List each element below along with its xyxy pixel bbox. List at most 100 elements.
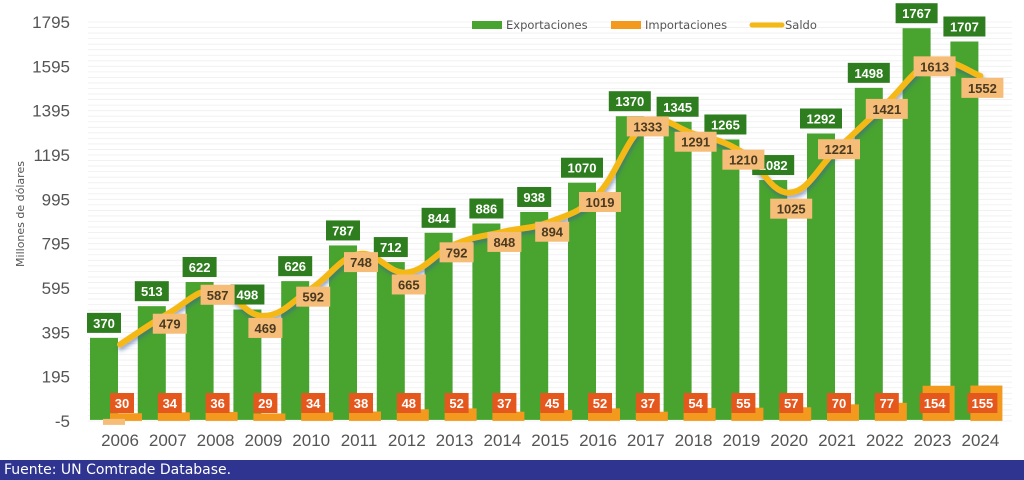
label-saldo-hidden — [103, 418, 125, 425]
bar-importaciones[interactable] — [205, 411, 238, 421]
bar-exportaciones[interactable] — [711, 139, 740, 420]
label-saldo: 792 — [439, 242, 474, 263]
label-exportaciones: 844 — [421, 207, 456, 228]
bar-importaciones[interactable] — [110, 413, 142, 421]
bar-exportaciones[interactable] — [472, 223, 501, 420]
label-saldo: 1210 — [722, 149, 765, 170]
bar-exportaciones[interactable] — [902, 28, 931, 420]
label-saldo-bg — [152, 313, 187, 334]
label-exportaciones-text: 1265 — [711, 117, 740, 132]
label-importaciones-text: 38 — [354, 396, 368, 411]
label-exportaciones-text: 498 — [237, 288, 259, 303]
label-importaciones: 38 — [349, 393, 373, 413]
bar-importaciones[interactable] — [396, 409, 429, 421]
label-exportaciones-bg — [326, 220, 360, 241]
label-saldo-text: 1221 — [825, 142, 854, 157]
bar-exportaciones[interactable] — [615, 116, 644, 420]
label-importaciones-text: 57 — [784, 396, 798, 411]
label-importaciones-bg — [492, 393, 517, 413]
label-exportaciones-text: 622 — [189, 260, 211, 275]
bar-exportaciones[interactable] — [568, 182, 596, 420]
label-saldo: 748 — [344, 252, 378, 273]
bar-importaciones[interactable] — [540, 409, 573, 421]
label-importaciones-bg — [588, 393, 612, 413]
label-importaciones-bg — [540, 393, 565, 413]
bar-exportaciones[interactable] — [950, 41, 979, 420]
bar-importaciones[interactable] — [157, 412, 190, 421]
label-saldo: 1019 — [579, 192, 621, 213]
bar-importaciones[interactable] — [492, 411, 525, 421]
label-saldo: 665 — [391, 274, 426, 295]
y-tick-label: 595 — [42, 279, 70, 298]
bar-importaciones[interactable] — [635, 411, 668, 421]
bar-importaciones[interactable] — [349, 411, 381, 421]
label-importaciones-text: 77 — [880, 396, 894, 411]
label-exportaciones-text: 712 — [380, 240, 402, 255]
label-importaciones-text: 154 — [924, 396, 946, 411]
y-tick-label: 1195 — [33, 146, 70, 165]
bar-importaciones[interactable] — [301, 412, 334, 421]
label-exportaciones: 1370 — [608, 91, 651, 112]
label-exportaciones-bg — [608, 91, 651, 112]
label-exportaciones-bg — [561, 157, 603, 178]
label-saldo-text: 1019 — [586, 195, 615, 210]
label-exportaciones: 513 — [134, 281, 169, 302]
label-exportaciones-bg — [278, 256, 313, 277]
x-tick-label: 2018 — [675, 431, 713, 450]
bar-importaciones[interactable] — [253, 413, 286, 421]
exportaciones-bars — [90, 28, 979, 420]
label-saldo-text: 587 — [207, 288, 229, 303]
label-exportaciones: 1265 — [704, 114, 747, 135]
x-tick-label: 2007 — [149, 431, 187, 450]
label-saldo-text: 665 — [398, 277, 420, 292]
label-importaciones: 77 — [874, 393, 899, 413]
label-exportaciones-text: 1370 — [615, 94, 644, 109]
label-importaciones: 154 — [919, 393, 950, 413]
label-importaciones-text: 54 — [688, 396, 703, 411]
label-saldo-text: 592 — [302, 290, 324, 305]
x-tick-label: 2020 — [770, 431, 808, 450]
label-saldo: 1333 — [626, 116, 669, 137]
label-importaciones-text: 29 — [258, 396, 272, 411]
label-exportaciones-bg — [87, 312, 121, 333]
bar-exportaciones[interactable] — [329, 245, 357, 420]
y-tick-label: -5 — [55, 412, 70, 431]
label-exportaciones-text: 1767 — [902, 6, 931, 21]
label-exportaciones-text: 787 — [332, 223, 354, 238]
label-exportaciones: 1070 — [561, 157, 603, 178]
label-importaciones-bg — [253, 393, 278, 413]
bar-exportaciones[interactable] — [663, 121, 692, 420]
bar-exportaciones[interactable] — [759, 180, 788, 420]
bar-exportaciones[interactable] — [854, 87, 883, 420]
legend-label-saldo: Saldo — [785, 18, 817, 32]
label-saldo: 1221 — [818, 139, 860, 160]
x-tick-label: 2015 — [531, 431, 569, 450]
y-tick-label: 1795 — [32, 13, 70, 32]
label-importaciones-text: 52 — [449, 396, 463, 411]
label-importaciones-bg — [301, 393, 326, 413]
label-saldo-text: 1613 — [920, 59, 949, 74]
x-axis: 2006 2007 2008 2009 2010 2011 2012 2013 2014 2015… — [101, 431, 999, 450]
legend-item-saldo[interactable]: Saldo — [749, 18, 817, 32]
label-exportaciones: 370 — [87, 312, 121, 333]
label-importaciones: 29 — [253, 393, 278, 413]
label-saldo-text: 1025 — [777, 202, 806, 217]
label-saldo: 469 — [248, 317, 283, 338]
label-exportaciones-bg — [134, 281, 169, 302]
label-importaciones: 30 — [110, 393, 134, 413]
label-importaciones: 48 — [396, 393, 421, 413]
label-saldo-bg — [770, 198, 813, 219]
label-importaciones: 155 — [967, 393, 998, 413]
label-saldo-bg — [487, 231, 522, 252]
legend-item-exportaciones[interactable]: Exportaciones — [472, 18, 588, 32]
chart: 1795 1595 1395 1195 995 795 595 395 195 -5 Millon… — [14, 3, 1012, 450]
label-exportaciones: 712 — [373, 237, 408, 258]
label-saldo-text: 894 — [541, 225, 563, 240]
label-saldo-bg — [296, 286, 331, 307]
label-importaciones-text: 30 — [115, 396, 129, 411]
label-importaciones-text: 37 — [497, 396, 511, 411]
legend-item-importaciones[interactable]: Importaciones — [611, 18, 727, 32]
label-saldo: 1291 — [674, 131, 717, 152]
label-exportaciones-text: 938 — [523, 190, 545, 205]
bar-exportaciones[interactable] — [520, 211, 549, 420]
